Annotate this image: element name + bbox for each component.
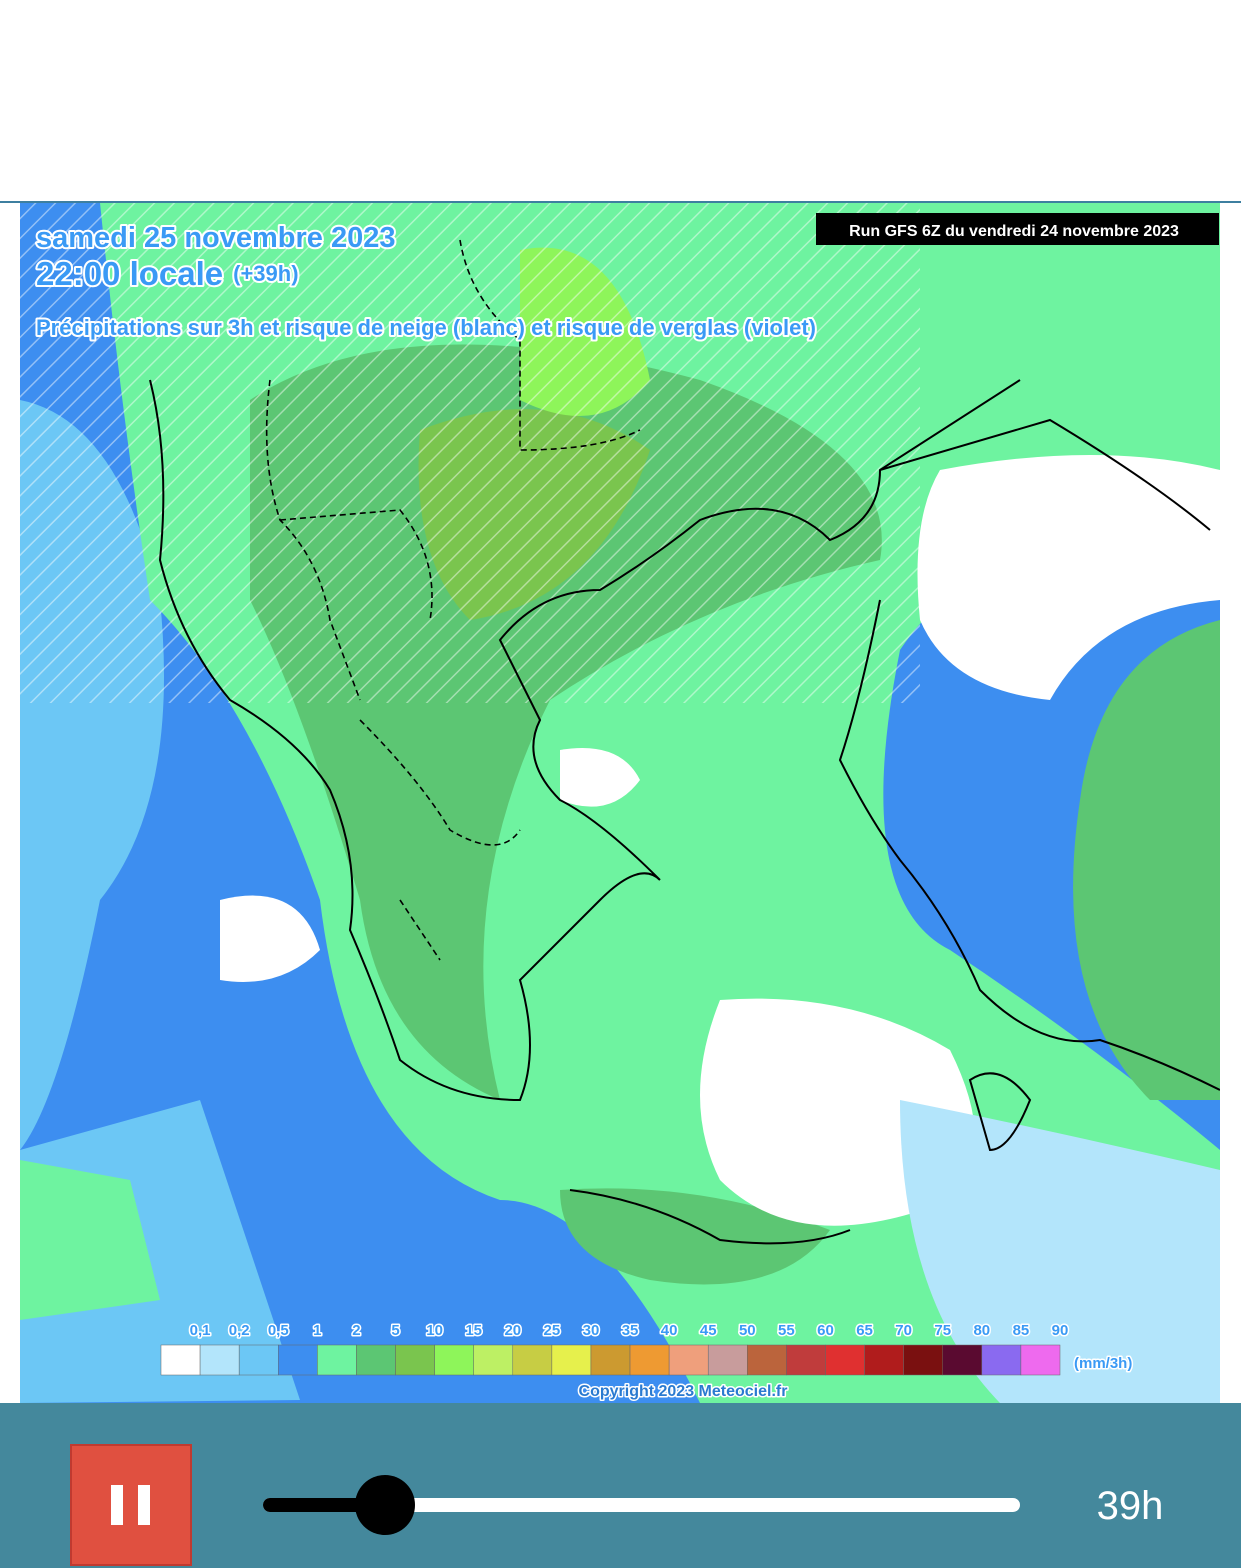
legend-swatch — [160, 1344, 201, 1376]
map-time: 22:00 locale — [36, 255, 223, 292]
legend-label: 60 — [817, 1322, 834, 1339]
legend-label: 85 — [1013, 1322, 1030, 1339]
legend-label: 35 — [622, 1322, 639, 1339]
legend-label: 5 — [391, 1322, 399, 1339]
legend-swatch — [317, 1344, 357, 1376]
legend-swatch — [825, 1344, 865, 1376]
run-info: Run GFS 6Z du vendredi 24 novembre 2023 — [849, 223, 1179, 240]
legend-label: 45 — [700, 1322, 717, 1339]
legend-label: 15 — [465, 1322, 482, 1339]
legend-swatch — [668, 1344, 709, 1376]
legend-label: 30 — [583, 1322, 600, 1339]
legend-swatch — [629, 1344, 670, 1376]
pause-button[interactable] — [70, 1444, 192, 1566]
legend-swatch — [356, 1344, 396, 1376]
legend-swatch — [981, 1344, 1022, 1376]
legend-label: 70 — [895, 1322, 912, 1339]
legend-label: 65 — [856, 1322, 873, 1339]
map-date: samedi 25 novembre 2023 — [36, 222, 395, 254]
legend-label: 80 — [973, 1322, 990, 1339]
legend-swatch — [395, 1344, 435, 1376]
legend-swatch — [786, 1344, 826, 1376]
time-label: 39h — [1097, 1484, 1164, 1528]
legend-label: 10 — [426, 1322, 443, 1339]
legend-label: 0,5 — [268, 1322, 289, 1339]
legend-swatch — [278, 1344, 318, 1376]
legend-swatch — [590, 1344, 631, 1376]
legend-swatch — [512, 1344, 553, 1376]
legend-swatch — [903, 1344, 943, 1376]
legend-unit: (mm/3h) — [1074, 1355, 1132, 1372]
slider-knob[interactable] — [355, 1475, 415, 1535]
legend-label: 0,1 — [190, 1322, 211, 1339]
legend-label: 50 — [739, 1322, 756, 1339]
legend-label: 1 — [313, 1322, 321, 1339]
legend-label: 20 — [504, 1322, 521, 1339]
player-bar — [0, 1403, 1241, 1568]
legend-label: 90 — [1052, 1322, 1069, 1339]
legend-swatch — [707, 1344, 748, 1376]
legend-swatch — [864, 1344, 904, 1376]
legend-swatch — [1020, 1344, 1061, 1376]
pause-icon — [111, 1485, 123, 1525]
legend-swatch — [747, 1344, 787, 1376]
legend-swatch — [473, 1344, 514, 1376]
legend-swatch — [238, 1344, 279, 1376]
legend-label: 0,2 — [229, 1322, 250, 1339]
legend-swatch — [199, 1344, 240, 1376]
legend-label: 75 — [934, 1322, 951, 1339]
legend-swatch — [434, 1344, 474, 1376]
map-lead-time: (+39h) — [233, 261, 298, 286]
legend-label: 2 — [352, 1322, 360, 1339]
legend: 0,1 0,2 0,5 1 2 5 10 15 20 25 30 35 40 45 50 55 60 65 70 75… — [160, 1321, 1070, 1376]
map-description: Précipitations sur 3h et risque de neige… — [36, 315, 816, 340]
legend-label: 55 — [778, 1322, 795, 1339]
copyright: Copyright 2023 Meteociel.fr — [579, 1383, 788, 1400]
legend-label: 25 — [544, 1322, 561, 1339]
run-box — [816, 213, 1219, 245]
legend-swatch — [942, 1344, 983, 1376]
pause-icon — [138, 1485, 150, 1525]
legend-swatch — [551, 1344, 592, 1376]
map — [20, 203, 1220, 1403]
legend-label: 40 — [661, 1322, 678, 1339]
